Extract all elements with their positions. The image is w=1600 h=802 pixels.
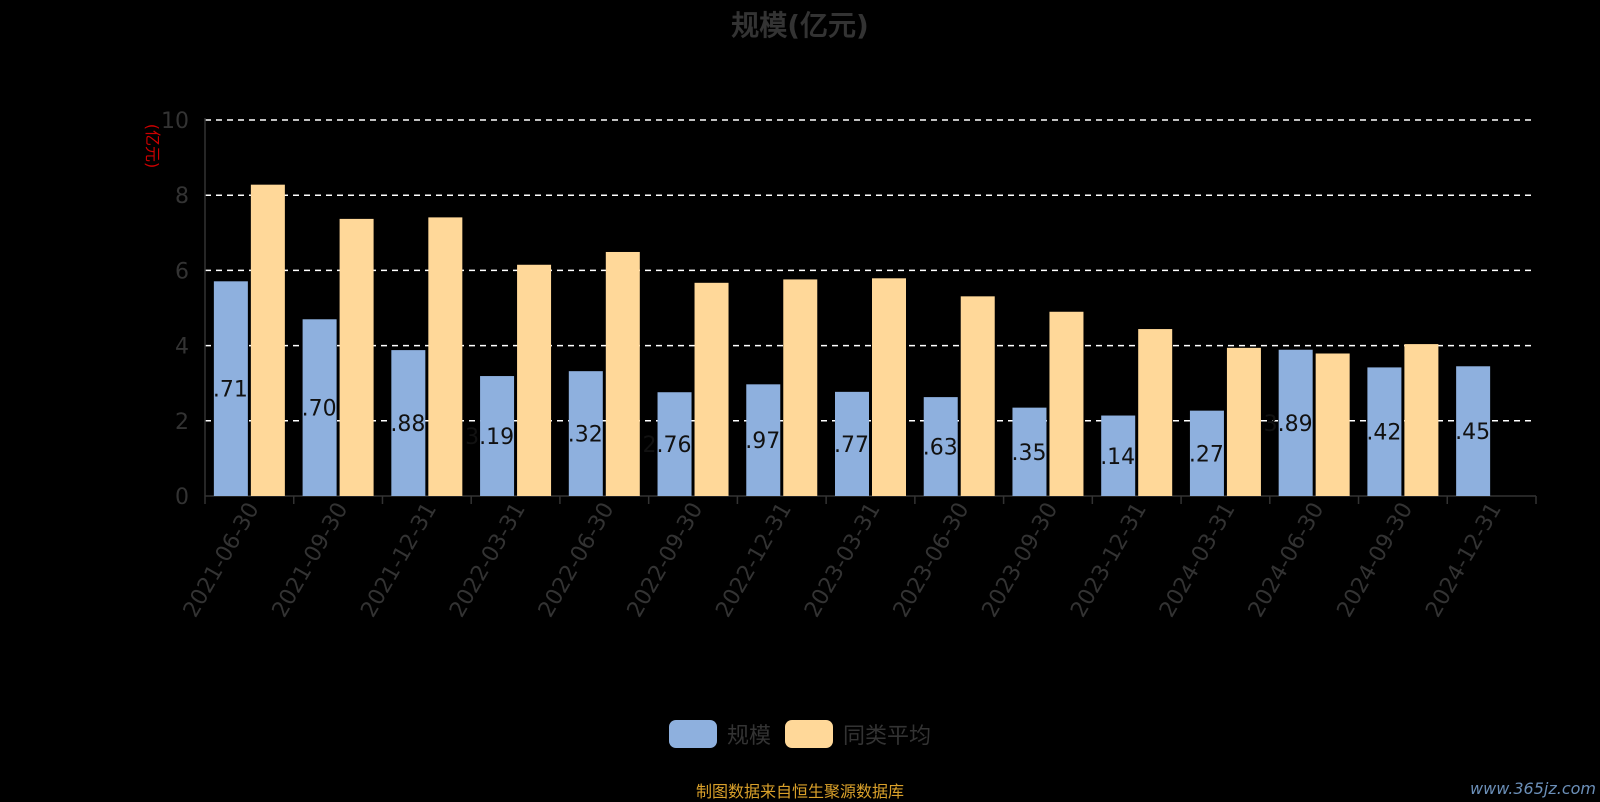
bar-scale: [1278, 349, 1313, 496]
bar-scale: [835, 391, 869, 496]
data-label: 3.19: [465, 425, 514, 450]
legend-swatch-peer-average: [785, 720, 833, 748]
x-tick-label: 2021-09-30: [268, 499, 354, 622]
bar-scale: [213, 281, 248, 496]
x-tick-label: 2022-09-30: [623, 499, 709, 622]
bar-scale: [1101, 415, 1136, 496]
bar-peer-average: [960, 296, 995, 496]
data-label: 3.89: [1264, 412, 1313, 437]
bar-scale: [1456, 366, 1491, 496]
x-tick-label: 2024-12-31: [1421, 499, 1507, 622]
x-tick-label: 2024-09-30: [1333, 499, 1419, 622]
legend-item-peer-average[interactable]: 同类平均: [785, 718, 931, 750]
bar-peer-average: [1049, 311, 1084, 496]
x-tick-label: 2022-12-31: [711, 499, 797, 622]
data-label: .63: [923, 436, 958, 461]
bar-scale: [391, 350, 426, 496]
y-tick-label: 2: [175, 410, 189, 435]
x-tick-label: 2021-06-30: [179, 499, 265, 622]
data-source-note: 制图数据来自恒生聚源数据库: [695, 782, 904, 801]
bar-peer-average: [428, 217, 463, 496]
bar-peer-average: [517, 264, 552, 496]
bar-peer-average: [872, 278, 906, 496]
bar-peer-average: [783, 279, 818, 496]
legend-swatch-scale: [668, 720, 717, 748]
watermark: www.365jz.com: [1470, 779, 1596, 798]
bar-scale: [746, 384, 781, 496]
bar-peer-average: [1138, 329, 1173, 496]
data-label: .97: [745, 429, 780, 454]
bar-scale: [1189, 410, 1224, 496]
y-tick-label: 6: [175, 259, 189, 284]
data-label: .14: [1100, 445, 1135, 470]
data-label: .70: [302, 397, 337, 422]
chart-title: 规模(亿元): [731, 9, 869, 42]
bar-peer-average: [250, 184, 285, 496]
bar-peer-average: [694, 282, 729, 496]
data-label: .32: [568, 423, 603, 448]
x-tick-label: 2022-06-30: [534, 499, 620, 622]
x-tick-label: 2021-12-31: [356, 499, 442, 622]
legend-label-peer-average: 同类平均: [843, 724, 932, 749]
x-tick-label: 2023-06-30: [889, 499, 975, 622]
data-label: .45: [1455, 420, 1490, 445]
data-label: .88: [390, 412, 425, 437]
y-tick-label: 10: [161, 109, 189, 134]
data-label: .77: [834, 433, 869, 458]
bar-scale: [568, 371, 603, 496]
bar-scale: [657, 392, 692, 496]
bar-scale: [302, 319, 337, 496]
x-tick-label: 2024-03-31: [1155, 499, 1241, 622]
data-label: 2.76: [643, 433, 692, 458]
y-tick-label: 0: [175, 485, 189, 510]
legend: 规模 同类平均: [0, 718, 1600, 750]
bar-peer-average: [605, 251, 640, 496]
bar-peer-average: [339, 218, 374, 496]
bar-peer-average: [1315, 353, 1350, 496]
data-label: .35: [1011, 441, 1046, 466]
x-tick-label: 2023-03-31: [800, 499, 886, 622]
legend-item-scale[interactable]: 规模: [668, 718, 771, 750]
x-tick-label: 2023-09-30: [978, 499, 1064, 622]
bar-scale: [480, 376, 515, 496]
bar-scale: [1367, 367, 1402, 496]
data-label: .71: [213, 378, 248, 403]
y-axis-label: (亿元): [143, 124, 162, 169]
x-tick-label: 2023-12-31: [1066, 499, 1152, 622]
data-label: .42: [1366, 421, 1401, 446]
bar-scale: [1012, 407, 1047, 496]
bar-scale: [923, 397, 958, 496]
bar-peer-average: [1404, 344, 1439, 496]
x-tick-label: 2024-06-30: [1244, 499, 1330, 622]
y-tick-label: 4: [175, 335, 189, 360]
y-tick-label: 8: [175, 184, 189, 209]
data-label: .27: [1189, 442, 1224, 467]
bar-peer-average: [1226, 347, 1261, 496]
x-tick-label: 2022-03-31: [445, 499, 531, 622]
legend-label-scale: 规模: [726, 724, 771, 749]
